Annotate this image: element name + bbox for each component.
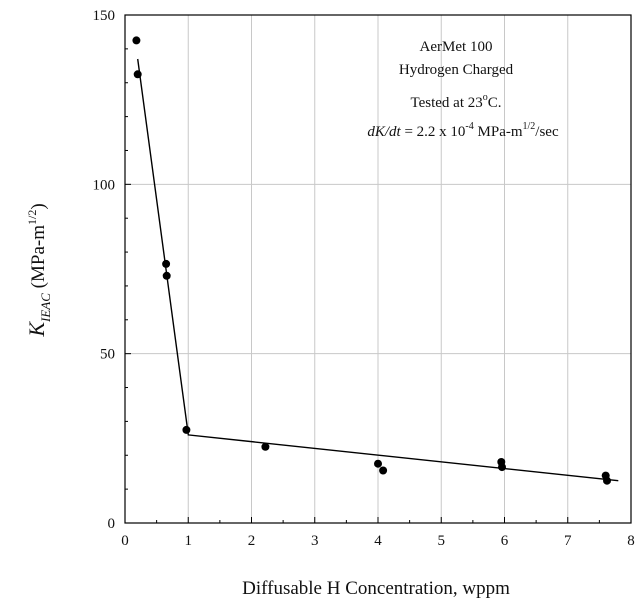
annotation-rate-value: = 2.2 x 10 [401,124,466,140]
annotation-rate-symbol: dK/dt [367,124,401,140]
data-point [498,463,506,472]
annotation-material: AerMet 100 [420,39,493,55]
x-tick-label: 7 [564,533,572,549]
fit-line [137,58,619,482]
data-points [132,36,611,485]
fit-lines [137,58,619,482]
data-point [182,425,191,434]
data-point [162,259,171,268]
x-tick-labels: 0 1 2 3 4 5 6 7 8 [121,533,635,549]
data-point [133,70,142,79]
y-axis-title: KIEAC (MPa-m1/2) [24,203,53,337]
grid-lines [125,15,631,523]
x-tick-label: 4 [374,533,382,549]
y-tick-label: 0 [108,516,116,532]
data-point [379,466,388,475]
x-tick-label: 5 [438,533,446,549]
y-axis-title-close: ) [28,203,49,209]
annotation-temperature-unit: C. [488,95,502,111]
data-point [603,476,611,485]
annotation-rate-exponent: -4 [465,121,473,132]
plot-frame [124,14,632,524]
y-tick-labels: 0 50 100 150 [93,8,116,532]
x-tick-label: 0 [121,533,129,549]
annotation-rate-unit-exponent: 1/2 [523,121,536,132]
annotation-block: AerMet 100 Hydrogen Charged Tested at 23… [367,39,559,140]
annotation-condition: Hydrogen Charged [399,62,514,78]
y-axis-title-exponent: 1/2 [25,210,39,225]
x-tick-label: 2 [248,533,256,549]
annotation-temperature: Tested at 23oC. [410,92,501,111]
data-point [374,459,382,468]
x-tick-label: 3 [311,533,319,549]
y-tick-label: 150 [93,8,116,24]
annotation-rate-unit-tail: /sec [535,124,559,140]
y-tick-label: 100 [93,177,116,193]
annotation-temperature-text: Tested at 23 [410,95,482,111]
y-axis-title-symbol: K [24,321,49,338]
x-axis-title: Diffusable H Concentration, wppm [242,578,510,599]
annotation-degree: o [483,92,488,103]
y-tick-label: 50 [100,347,115,363]
x-tick-label: 1 [185,533,193,549]
annotation-rate: dK/dt = 2.2 x 10-4 MPa-m1/2/sec [367,121,559,140]
axes [124,14,632,524]
annotation-rate-unit: MPa-m [474,124,523,140]
y-axis-title-subscript: IEAC [38,293,53,323]
data-point [162,271,171,280]
data-point [132,36,141,45]
x-tick-label: 8 [627,533,635,549]
x-tick-label: 6 [501,533,509,549]
data-point [261,442,270,451]
y-axis-title-unit: (MPa-m [28,225,49,293]
